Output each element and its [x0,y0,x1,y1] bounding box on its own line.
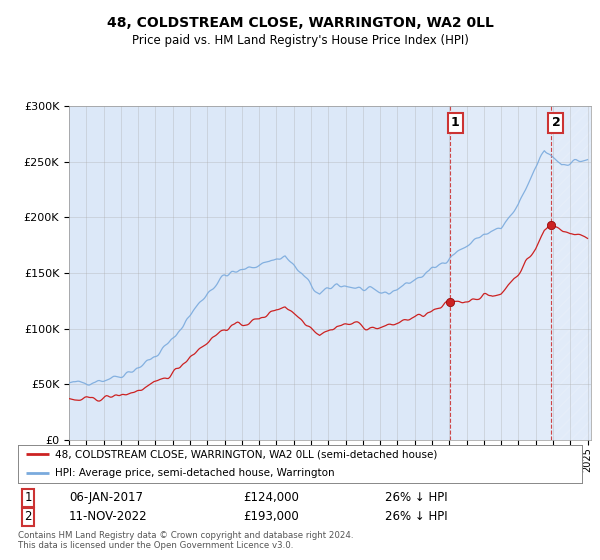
Text: 1: 1 [451,116,460,129]
Text: 2: 2 [551,116,560,129]
Text: HPI: Average price, semi-detached house, Warrington: HPI: Average price, semi-detached house,… [55,468,334,478]
Text: 11-NOV-2022: 11-NOV-2022 [69,510,148,524]
Text: 48, COLDSTREAM CLOSE, WARRINGTON, WA2 0LL: 48, COLDSTREAM CLOSE, WARRINGTON, WA2 0L… [107,16,493,30]
Text: 06-JAN-2017: 06-JAN-2017 [69,491,143,505]
Text: £124,000: £124,000 [244,491,299,505]
Text: 48, COLDSTREAM CLOSE, WARRINGTON, WA2 0LL (semi-detached house): 48, COLDSTREAM CLOSE, WARRINGTON, WA2 0L… [55,449,437,459]
Text: 1: 1 [25,491,32,505]
Text: Contains HM Land Registry data © Crown copyright and database right 2024.
This d: Contains HM Land Registry data © Crown c… [18,531,353,550]
Text: £193,000: £193,000 [244,510,299,524]
Text: 26% ↓ HPI: 26% ↓ HPI [385,510,447,524]
Text: 2: 2 [25,510,32,524]
Text: 26% ↓ HPI: 26% ↓ HPI [385,491,447,505]
Text: Price paid vs. HM Land Registry's House Price Index (HPI): Price paid vs. HM Land Registry's House … [131,34,469,46]
